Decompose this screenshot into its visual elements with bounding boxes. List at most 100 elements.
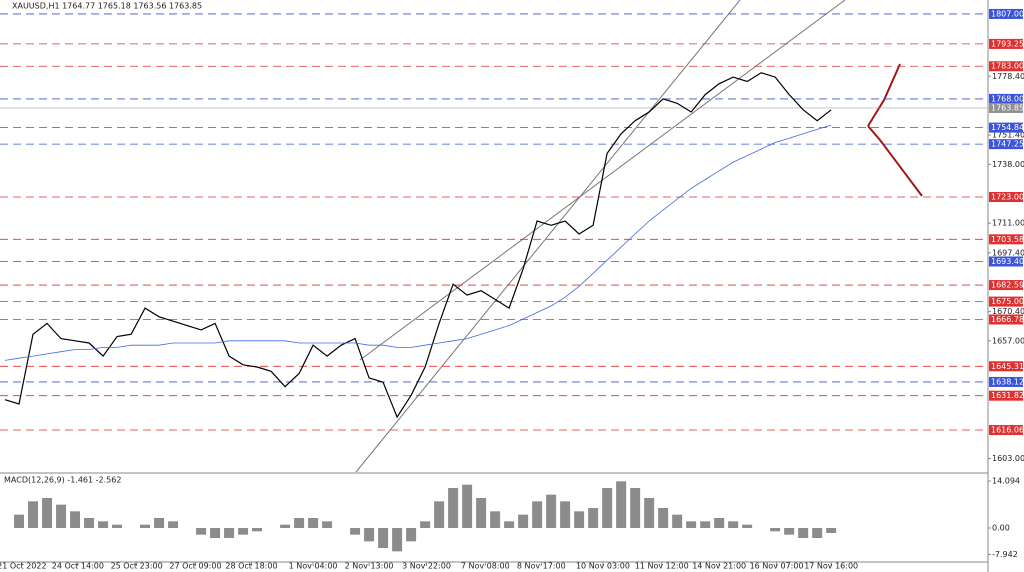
x-tick-label: 10 Nov 03:00 — [576, 562, 630, 571]
macd-bar — [448, 488, 459, 528]
level-label: 1693.40 — [991, 257, 1024, 266]
level-tag — [989, 314, 1023, 325]
y-tick-label: -7.942 — [992, 550, 1018, 559]
macd-bar — [42, 498, 53, 528]
x-tick-label: 2 Nov 13:00 — [345, 562, 394, 571]
macd-bar — [490, 511, 501, 528]
level-tag — [989, 122, 1023, 133]
macd-bar — [70, 511, 81, 528]
level-tag — [989, 234, 1023, 245]
level-label: 1754.84 — [991, 123, 1024, 132]
level-label: 1783.00 — [991, 62, 1024, 71]
price-line — [4, 72, 832, 419]
macd-bar — [532, 501, 543, 528]
macd-bar — [112, 524, 123, 528]
macd-bar — [784, 528, 795, 535]
macd-bar — [714, 518, 725, 528]
level-label: 1723.00 — [991, 192, 1024, 201]
macd-bar — [14, 514, 25, 528]
macd-bar — [238, 528, 249, 535]
macd-bar — [630, 488, 641, 528]
x-tick-label: 3 Nov 22:00 — [402, 562, 451, 571]
macd-bar — [308, 518, 319, 528]
macd-bar — [420, 521, 431, 528]
x-tick-label: 24 Oct 14:00 — [52, 562, 104, 571]
x-tick-label: 16 Nov 07:00 — [750, 562, 804, 571]
x-tick-label: 1 Nov 04:00 — [289, 562, 338, 571]
macd-bar — [770, 528, 781, 532]
level-tag — [989, 38, 1023, 49]
y-tick-label: 1711.00 — [992, 219, 1024, 228]
level-tag — [989, 256, 1023, 267]
macd-bar — [462, 484, 473, 528]
forecast-arrow — [867, 63, 901, 127]
y-tick-label: 14.094 — [992, 477, 1020, 486]
y-tick-label: 1657.00 — [992, 336, 1024, 345]
macd-bar — [560, 501, 571, 528]
x-tick-label: 7 Nov 08:00 — [461, 562, 510, 571]
chart-title: XAUUSD,H1 1764.77 1765.18 1763.56 1763.8… — [12, 2, 202, 11]
macd-bar — [616, 481, 627, 528]
x-tick-label: 21 Oct 2022 — [0, 562, 47, 571]
level-label: 1682.59 — [991, 281, 1024, 290]
level-label: 1747.25 — [991, 140, 1024, 149]
level-tag — [989, 61, 1023, 72]
macd-bar — [644, 498, 655, 528]
macd-bar — [812, 528, 823, 538]
macd-bar — [742, 524, 753, 528]
macd-bar — [602, 488, 613, 528]
macd-bar — [252, 528, 263, 532]
level-tag — [989, 191, 1023, 202]
level-tag — [989, 390, 1023, 401]
macd-bar — [672, 514, 683, 528]
level-tag — [989, 93, 1023, 104]
macd-bar — [224, 528, 235, 538]
level-tag — [989, 425, 1023, 436]
y-tick-label: 0.00 — [992, 524, 1010, 533]
last-price-tag — [989, 102, 1023, 113]
macd-bar — [406, 528, 417, 542]
level-label: 1645.31 — [991, 362, 1024, 371]
macd-bar — [700, 521, 711, 528]
level-label: 1807.00 — [991, 9, 1024, 18]
macd-bar — [728, 521, 739, 528]
last-price-label: 1763.85 — [991, 103, 1024, 112]
level-tag — [989, 296, 1023, 307]
macd-bar — [686, 521, 697, 528]
macd-bar — [476, 498, 487, 528]
macd-bar — [84, 518, 95, 528]
macd-bar — [294, 518, 305, 528]
y-tick-label: 1670.40 — [992, 307, 1024, 316]
macd-bar — [28, 501, 39, 528]
x-tick-label: 8 Nov 17:00 — [517, 562, 566, 571]
level-tag — [989, 8, 1023, 19]
macd-bar — [154, 518, 165, 528]
y-tick-label: 1603.00 — [992, 454, 1024, 463]
macd-bar — [546, 494, 557, 528]
macd-bar — [504, 521, 515, 528]
macd-bar — [798, 528, 809, 538]
level-tag — [989, 280, 1023, 291]
macd-title: MACD(12,26,9) -1.461 -2.562 — [4, 476, 121, 485]
macd-bar — [56, 504, 67, 528]
macd-bar — [574, 511, 585, 528]
level-tag — [989, 361, 1023, 372]
macd-bar — [98, 521, 109, 528]
level-label: 1768.00 — [991, 94, 1024, 103]
forecast-arrow — [867, 125, 923, 197]
y-tick-label: 1778.40 — [992, 72, 1024, 81]
level-label: 1703.58 — [991, 235, 1024, 244]
macd-bar — [280, 524, 291, 528]
macd-bar — [196, 528, 207, 535]
y-tick-label: 1751.40 — [992, 131, 1024, 140]
level-tag — [989, 139, 1023, 150]
y-tick-label: 1738.00 — [992, 160, 1024, 169]
macd-bar — [350, 528, 361, 535]
level-label: 1631.82 — [991, 391, 1024, 400]
x-tick-label: 14 Nov 21:00 — [692, 562, 746, 571]
x-tick-label: 28 Oct 18:00 — [225, 562, 277, 571]
macd-bar — [140, 524, 151, 528]
price-line — [4, 124, 832, 361]
level-label: 1638.12 — [991, 377, 1024, 386]
x-tick-label: 17 Nov 16:00 — [804, 562, 858, 571]
